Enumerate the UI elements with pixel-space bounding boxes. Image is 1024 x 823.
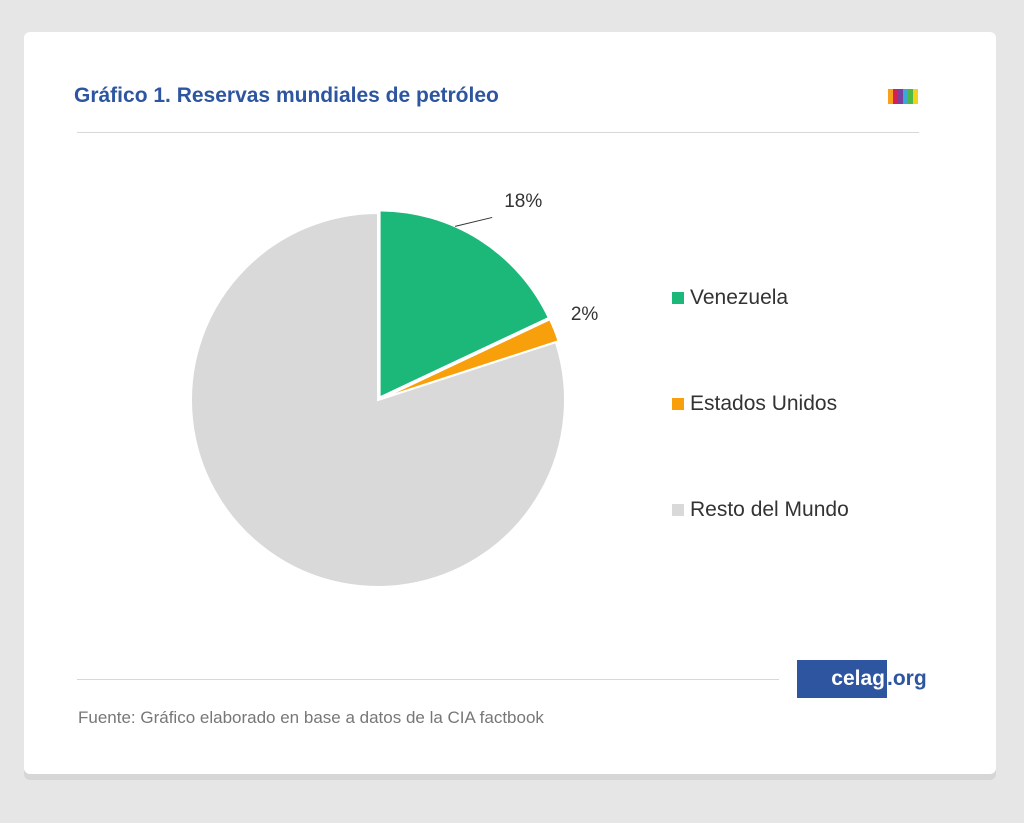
celag-logo[interactable]: celag .org — [797, 660, 927, 698]
source-note: Fuente: Gráfico elaborado en base a dato… — [78, 708, 544, 727]
legend-swatch — [672, 398, 684, 410]
brand-color-stripe — [893, 89, 898, 104]
legend-swatch — [672, 504, 684, 516]
legend-swatch — [672, 292, 684, 304]
pie-slice-estados-unidos — [380, 317, 560, 400]
divider-bottom — [77, 679, 779, 680]
brand-color-stripe — [903, 89, 908, 104]
legend-item: Estados Unidos — [672, 392, 837, 416]
legend-item: Resto del Mundo — [672, 498, 849, 522]
legend-item: Venezuela — [672, 286, 788, 310]
divider-top — [77, 132, 919, 133]
brand-color-stripe — [908, 89, 913, 104]
legend-label: Resto del Mundo — [690, 498, 849, 521]
brand-color-stripe — [898, 89, 903, 104]
legend-label: Venezuela — [690, 286, 789, 309]
label-leader-line — [454, 216, 493, 227]
legend-label: Estados Unidos — [690, 392, 838, 415]
brand-color-stripe — [913, 89, 918, 104]
data-label: 2% — [570, 303, 599, 325]
chart-title: Gráfico 1. Reservas mundiales de petróle… — [74, 84, 499, 107]
brand-color-stripe — [888, 89, 893, 104]
brand-color-bar-icon — [888, 89, 918, 104]
pie-slice-resto-del-mundo — [190, 211, 566, 588]
data-label: 18% — [504, 191, 543, 213]
pie-slice-venezuela — [378, 209, 551, 400]
